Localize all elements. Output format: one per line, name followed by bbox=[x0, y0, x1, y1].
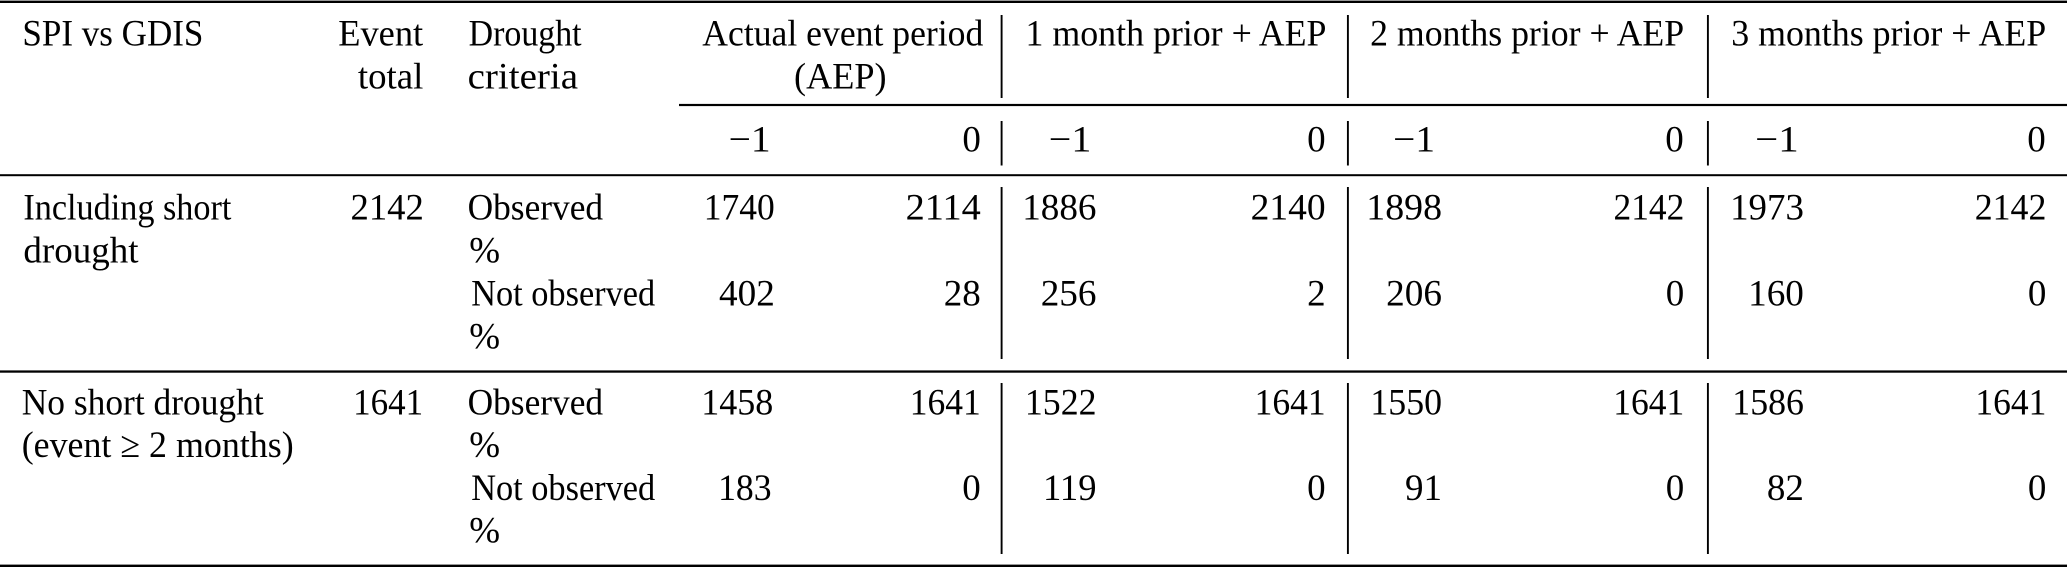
svg-text:1641: 1641 bbox=[1975, 383, 2046, 424]
svg-text:2140: 2140 bbox=[1251, 187, 1326, 228]
svg-text:402: 402 bbox=[719, 274, 775, 315]
svg-text:1641: 1641 bbox=[910, 383, 981, 424]
svg-text:%: % bbox=[469, 230, 500, 271]
svg-text:drought: drought bbox=[23, 230, 139, 271]
svg-text:0: 0 bbox=[1307, 468, 1326, 509]
svg-text:1641: 1641 bbox=[353, 383, 423, 424]
svg-text:total: total bbox=[358, 57, 424, 98]
svg-text:1886: 1886 bbox=[1022, 187, 1096, 228]
svg-text:1898: 1898 bbox=[1366, 187, 1442, 228]
svg-text:1586: 1586 bbox=[1732, 383, 1804, 424]
svg-text:−1: −1 bbox=[1755, 120, 1799, 161]
svg-text:2114: 2114 bbox=[906, 187, 981, 228]
svg-text:No short drought: No short drought bbox=[22, 383, 265, 424]
svg-text:1 month prior + AEP: 1 month prior + AEP bbox=[1026, 13, 1327, 54]
svg-text:28: 28 bbox=[944, 274, 981, 315]
svg-text:1740: 1740 bbox=[704, 187, 775, 228]
svg-text:0: 0 bbox=[962, 468, 981, 509]
svg-text:183: 183 bbox=[718, 468, 772, 509]
svg-text:1522: 1522 bbox=[1025, 383, 1097, 424]
svg-text:−1: −1 bbox=[1049, 120, 1092, 161]
svg-text:1550: 1550 bbox=[1370, 383, 1442, 424]
svg-text:256: 256 bbox=[1041, 274, 1097, 315]
svg-text:0: 0 bbox=[1665, 120, 1684, 161]
svg-text:%: % bbox=[469, 425, 500, 466]
svg-text:0: 0 bbox=[2028, 274, 2047, 315]
svg-text:0: 0 bbox=[1307, 120, 1326, 161]
svg-text:(AEP): (AEP) bbox=[794, 57, 887, 98]
svg-text:0: 0 bbox=[962, 120, 981, 161]
svg-text:2142: 2142 bbox=[1614, 187, 1685, 228]
svg-text:Not observed: Not observed bbox=[471, 274, 655, 315]
svg-text:criteria: criteria bbox=[468, 57, 579, 98]
svg-text:Drought: Drought bbox=[469, 13, 583, 54]
svg-text:2142: 2142 bbox=[351, 187, 424, 228]
svg-text:0: 0 bbox=[2028, 468, 2047, 509]
svg-text:2: 2 bbox=[1307, 274, 1326, 315]
svg-text:Not observed: Not observed bbox=[471, 468, 655, 509]
svg-text:%: % bbox=[469, 317, 500, 358]
svg-text:206: 206 bbox=[1386, 274, 1442, 315]
svg-text:160: 160 bbox=[1748, 274, 1804, 315]
svg-text:0: 0 bbox=[1666, 274, 1685, 315]
svg-text:Actual event period: Actual event period bbox=[702, 13, 983, 54]
svg-text:91: 91 bbox=[1405, 468, 1442, 509]
svg-text:Observed: Observed bbox=[468, 187, 604, 228]
svg-text:82: 82 bbox=[1767, 468, 1804, 509]
svg-text:1458: 1458 bbox=[701, 383, 773, 424]
svg-text:2 months prior + AEP: 2 months prior + AEP bbox=[1370, 13, 1684, 54]
svg-text:0: 0 bbox=[2027, 120, 2046, 161]
svg-text:Event: Event bbox=[338, 13, 424, 54]
svg-text:1641: 1641 bbox=[1255, 383, 1326, 424]
svg-text:119: 119 bbox=[1043, 468, 1097, 509]
svg-text:(event ≥ 2 months): (event ≥ 2 months) bbox=[22, 425, 294, 466]
svg-text:0: 0 bbox=[1666, 468, 1685, 509]
svg-text:%: % bbox=[469, 510, 500, 551]
svg-text:−1: −1 bbox=[1393, 120, 1435, 161]
svg-text:Observed: Observed bbox=[468, 383, 604, 424]
svg-text:SPI vs GDIS: SPI vs GDIS bbox=[22, 13, 203, 54]
svg-text:−1: −1 bbox=[729, 120, 771, 161]
svg-text:3 months prior + AEP: 3 months prior + AEP bbox=[1731, 13, 2046, 54]
svg-text:Including short: Including short bbox=[23, 187, 232, 228]
svg-text:1973: 1973 bbox=[1730, 187, 1804, 228]
svg-text:2142: 2142 bbox=[1975, 187, 2047, 228]
svg-text:1641: 1641 bbox=[1613, 383, 1684, 424]
